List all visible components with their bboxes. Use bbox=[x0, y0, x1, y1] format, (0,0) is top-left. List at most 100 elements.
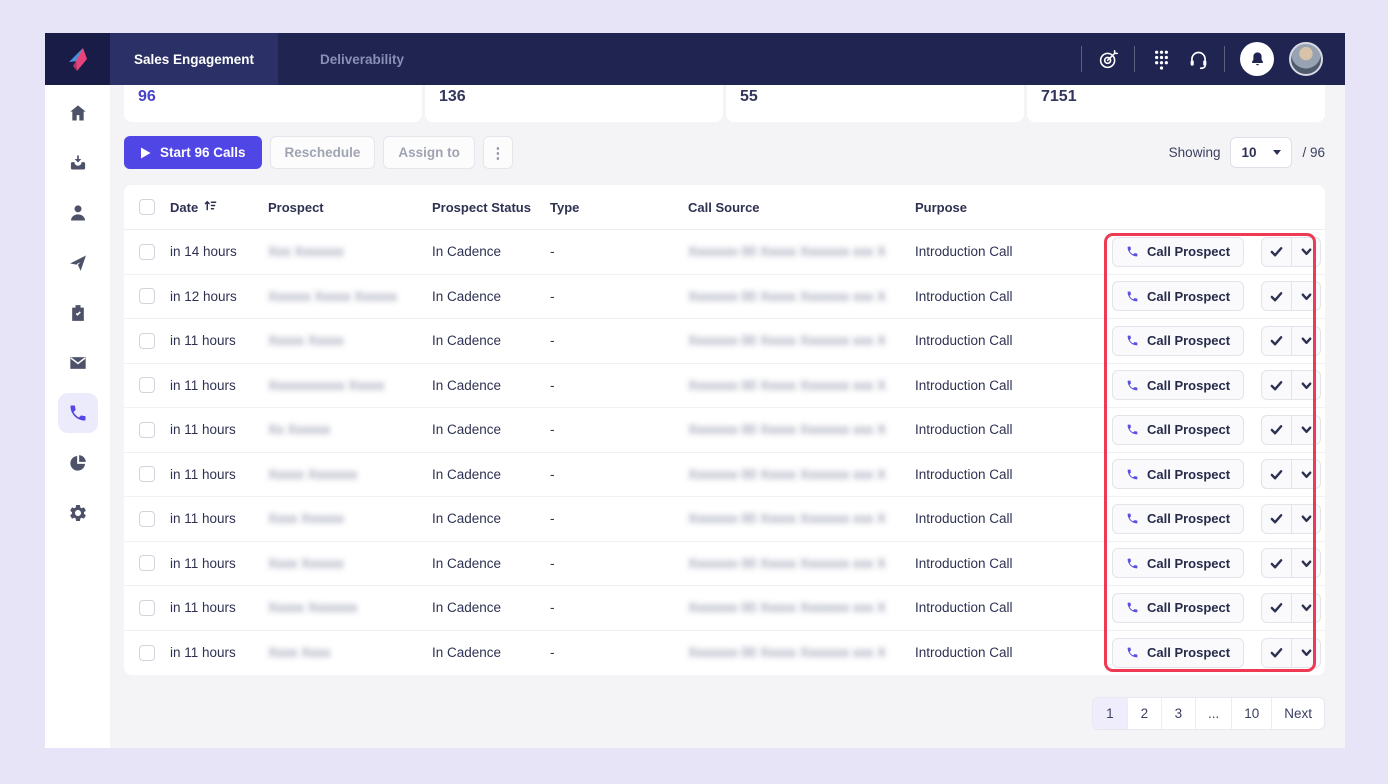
row-prospect-redacted[interactable]: Xxxx Xxxxxx bbox=[268, 511, 344, 527]
stats-cards-row: 96 136 55 7151 bbox=[124, 85, 1325, 122]
sidebar-item-calls[interactable] bbox=[57, 393, 98, 433]
mark-done-button[interactable] bbox=[1262, 282, 1291, 310]
call-prospect-button[interactable]: Call Prospect bbox=[1112, 503, 1245, 534]
column-header-date[interactable]: Date bbox=[170, 199, 268, 215]
mark-done-button[interactable] bbox=[1262, 639, 1291, 667]
reschedule-button[interactable]: Reschedule bbox=[269, 136, 376, 169]
start-calls-button[interactable]: Start 96 Calls bbox=[124, 136, 262, 169]
sidebar-item-prospects[interactable] bbox=[58, 193, 98, 233]
mark-done-button[interactable] bbox=[1262, 505, 1291, 533]
tab-sales-engagement[interactable]: Sales Engagement bbox=[110, 33, 278, 85]
row-checkbox[interactable] bbox=[139, 377, 155, 394]
next-page-button[interactable]: Next bbox=[1271, 698, 1324, 729]
row-checkbox[interactable] bbox=[139, 599, 155, 616]
row-prospect-status: In Cadence bbox=[432, 333, 502, 349]
page-button-10[interactable]: 10 bbox=[1231, 698, 1271, 729]
row-type: - bbox=[550, 422, 555, 438]
page-button-3[interactable]: 3 bbox=[1160, 698, 1195, 729]
notifications-bell-button[interactable] bbox=[1240, 42, 1274, 76]
more-options-button[interactable] bbox=[1291, 593, 1320, 622]
row-prospect-redacted[interactable]: Xx Xxxxxx bbox=[268, 422, 331, 438]
row-call-source-redacted: Xxxxxxx 00 Xxxxx Xxxxxxx xxx X bbox=[688, 288, 887, 304]
tab-deliverability[interactable]: Deliverability bbox=[278, 33, 446, 85]
more-options-button[interactable] bbox=[1291, 371, 1320, 400]
row-prospect-redacted[interactable]: Xxx Xxxxxxx bbox=[268, 244, 344, 260]
more-options-button[interactable] bbox=[1291, 549, 1320, 578]
phone-icon bbox=[1127, 558, 1138, 569]
checkmark-icon bbox=[1270, 380, 1283, 391]
sidebar-item-reports[interactable] bbox=[58, 443, 98, 483]
row-purpose: Introduction Call bbox=[915, 377, 1013, 393]
more-options-button[interactable] bbox=[1291, 638, 1320, 667]
page-button-1[interactable]: 1 bbox=[1092, 698, 1127, 729]
headset-icon[interactable] bbox=[1187, 48, 1209, 70]
sidebar-item-inbox[interactable] bbox=[58, 143, 98, 183]
row-prospect-status: In Cadence bbox=[432, 422, 502, 438]
target-icon[interactable] bbox=[1097, 48, 1119, 70]
call-prospect-button[interactable]: Call Prospect bbox=[1112, 370, 1245, 401]
row-call-source-redacted: Xxxxxxx 00 Xxxxx Xxxxxxx xxx X bbox=[688, 645, 887, 661]
sidebar-item-emails[interactable] bbox=[58, 343, 98, 383]
more-options-button[interactable] bbox=[1291, 282, 1320, 311]
chevron-down-icon bbox=[1301, 649, 1312, 657]
complete-call-split-button bbox=[1261, 236, 1322, 267]
call-prospect-button[interactable]: Call Prospect bbox=[1112, 236, 1245, 267]
row-call-source-redacted: Xxxxxxx 00 Xxxxx Xxxxxxx xxx X bbox=[688, 422, 887, 438]
sidebar-item-home[interactable] bbox=[58, 93, 98, 133]
sidebar-item-cadences[interactable] bbox=[58, 243, 98, 283]
page-size-dropdown[interactable]: 10 bbox=[1230, 137, 1293, 168]
row-prospect-redacted[interactable]: Xxxxx Xxxxxxx bbox=[268, 466, 358, 482]
more-options-button[interactable] bbox=[1291, 460, 1320, 489]
mark-done-button[interactable] bbox=[1262, 238, 1291, 266]
row-prospect-redacted[interactable]: Xxxxxxxxxxx Xxxxx bbox=[268, 377, 385, 393]
mark-done-button[interactable] bbox=[1262, 549, 1291, 577]
tasks-clipboard-icon bbox=[71, 305, 84, 321]
mark-done-button[interactable] bbox=[1262, 460, 1291, 488]
assign-to-button[interactable]: Assign to bbox=[383, 136, 475, 169]
call-prospect-button[interactable]: Call Prospect bbox=[1112, 592, 1245, 623]
row-checkbox[interactable] bbox=[139, 555, 155, 572]
complete-call-split-button bbox=[1261, 370, 1322, 401]
top-navbar: Sales Engagement Deliverability bbox=[45, 33, 1345, 85]
more-options-button[interactable] bbox=[1291, 415, 1320, 444]
row-checkbox[interactable] bbox=[139, 421, 155, 438]
row-call-source-redacted: Xxxxxxx 00 Xxxxx Xxxxxxx xxx X bbox=[688, 333, 887, 349]
dialpad-icon[interactable] bbox=[1150, 48, 1172, 70]
call-prospect-button[interactable]: Call Prospect bbox=[1112, 325, 1245, 356]
row-checkbox[interactable] bbox=[139, 288, 155, 305]
left-sidebar bbox=[45, 85, 110, 748]
call-prospect-button[interactable]: Call Prospect bbox=[1112, 281, 1245, 312]
row-prospect-redacted[interactable]: Xxxxx Xxxxxxx bbox=[268, 600, 358, 616]
more-options-button[interactable] bbox=[1291, 504, 1320, 533]
more-actions-kebab-button[interactable]: ⋮ bbox=[482, 136, 513, 169]
call-prospect-button[interactable]: Call Prospect bbox=[1112, 548, 1245, 579]
row-prospect-redacted[interactable]: Xxxx Xxxx bbox=[268, 645, 331, 661]
row-prospect-redacted[interactable]: Xxxx Xxxxxx bbox=[268, 555, 344, 571]
row-checkbox[interactable] bbox=[139, 644, 155, 661]
mark-done-button[interactable] bbox=[1262, 594, 1291, 622]
page-button-2[interactable]: 2 bbox=[1126, 698, 1161, 729]
row-checkbox[interactable] bbox=[139, 243, 155, 260]
mark-done-button[interactable] bbox=[1262, 416, 1291, 444]
more-options-button[interactable] bbox=[1291, 237, 1320, 266]
sidebar-item-settings[interactable] bbox=[58, 493, 98, 533]
row-prospect-redacted[interactable]: Xxxxx Xxxxx bbox=[268, 333, 344, 349]
brand-logo[interactable] bbox=[45, 33, 110, 85]
select-all-checkbox[interactable] bbox=[139, 199, 155, 215]
checkmark-icon bbox=[1270, 514, 1283, 524]
mark-done-button[interactable] bbox=[1262, 371, 1291, 399]
more-options-button[interactable] bbox=[1291, 326, 1320, 355]
sidebar-item-tasks[interactable] bbox=[58, 293, 98, 333]
row-checkbox[interactable] bbox=[139, 466, 155, 483]
user-avatar[interactable] bbox=[1289, 42, 1323, 76]
row-checkbox[interactable] bbox=[139, 510, 155, 527]
row-checkbox[interactable] bbox=[139, 332, 155, 349]
complete-call-split-button bbox=[1261, 459, 1322, 490]
row-date: in 11 hours bbox=[170, 600, 236, 616]
row-prospect-redacted[interactable]: Xxxxxx Xxxxx Xxxxxx bbox=[268, 288, 398, 304]
call-queue-table: Date Prospect Prospect Status Type Call … bbox=[124, 185, 1325, 675]
mark-done-button[interactable] bbox=[1262, 327, 1291, 355]
call-prospect-button[interactable]: Call Prospect bbox=[1112, 459, 1245, 490]
call-prospect-button[interactable]: Call Prospect bbox=[1112, 414, 1245, 445]
call-prospect-button[interactable]: Call Prospect bbox=[1112, 637, 1245, 668]
